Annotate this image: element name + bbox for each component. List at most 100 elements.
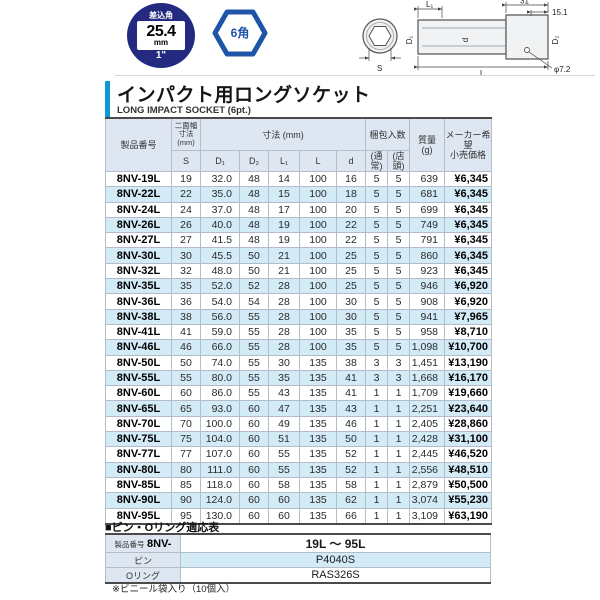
cell-pack-normal: 5 xyxy=(365,186,388,203)
cell-s: 32 xyxy=(171,262,201,280)
cell-l1: 28 xyxy=(268,339,300,356)
cell-d: 62 xyxy=(336,492,366,509)
cell-d: 30 xyxy=(336,293,366,310)
cell-weight: 923 xyxy=(409,262,446,280)
cell-d: 38 xyxy=(336,354,366,371)
cell-d2: 60 xyxy=(239,507,269,525)
cell-pack-normal: 1 xyxy=(365,507,388,525)
cell-model: 8NV-95L xyxy=(105,507,172,525)
cell-weight: 3,109 xyxy=(409,507,446,525)
cell-l: 135 xyxy=(299,354,337,371)
dim-label-d2: D₂ xyxy=(551,36,560,45)
title-accent-bar xyxy=(105,81,110,117)
table-row: 8NV-22L 22 35.0 48 15 100 18 5 5 681 ¥6,345 xyxy=(105,186,493,203)
cell-weight: 681 xyxy=(409,186,446,203)
compat-label-product-caption: 製品番号 xyxy=(114,539,145,549)
cell-model: 8NV-46L xyxy=(105,339,172,356)
cell-d2: 60 xyxy=(239,446,269,463)
cell-l1: 15 xyxy=(268,186,300,203)
cell-weight: 1,668 xyxy=(409,369,446,387)
cell-model: 8NV-30L xyxy=(105,247,172,264)
cell-d1: 100.0 xyxy=(200,415,240,433)
cell-pack-store: 5 xyxy=(386,262,411,280)
cell-d2: 52 xyxy=(239,278,269,295)
cell-l1: 49 xyxy=(268,415,300,433)
cell-weight: 699 xyxy=(409,201,446,218)
cell-s: 19 xyxy=(171,170,201,188)
table-row: 8NV-70L 70 100.0 60 49 135 46 1 1 2,405 ¥28,860 xyxy=(105,415,493,433)
cell-pack-normal: 1 xyxy=(365,431,388,448)
cell-l1: 55 xyxy=(268,446,300,463)
cell-l: 135 xyxy=(299,492,337,509)
cell-d2: 60 xyxy=(239,400,269,417)
cell-l: 100 xyxy=(299,262,337,280)
chamfer-circle xyxy=(367,23,394,50)
cell-d1: 130.0 xyxy=(200,507,240,525)
hex-point-badge: 6角 xyxy=(212,9,268,57)
cell-model: 8NV-60L xyxy=(105,385,172,402)
cell-s: 38 xyxy=(171,308,201,325)
cell-s: 75 xyxy=(171,431,201,448)
cell-s: 90 xyxy=(171,492,201,509)
col-subheader-pack-store: (店頭) xyxy=(386,150,411,172)
cell-model: 8NV-32L xyxy=(105,262,172,280)
cell-d2: 48 xyxy=(239,186,269,203)
cell-pack-normal: 1 xyxy=(365,385,388,402)
cell-s: 27 xyxy=(171,232,201,249)
col-header-dimensions: 寸法 (mm) xyxy=(200,117,366,151)
dim-label-l1: L₁ xyxy=(426,0,433,9)
cell-price: ¥31,100 xyxy=(444,431,493,448)
cell-l: 100 xyxy=(299,323,337,341)
col-subheader-d1: D₁ xyxy=(200,150,240,172)
cell-weight: 2,556 xyxy=(409,461,446,478)
pin-oring-table: 製品番号 8NV- 19L ～ 95L ピン P4040S Oリング RAS32… xyxy=(105,533,491,584)
cell-d2: 55 xyxy=(239,323,269,341)
table-row: 8NV-27L 27 41.5 48 19 100 22 5 5 791 ¥6,345 xyxy=(105,232,493,249)
cell-price: ¥6,345 xyxy=(444,232,493,249)
cell-weight: 860 xyxy=(409,247,446,264)
cell-s: 46 xyxy=(171,339,201,356)
table-row: 8NV-38L 38 56.0 55 28 100 30 5 5 941 ¥7,965 xyxy=(105,308,493,325)
cell-s: 30 xyxy=(171,247,201,264)
table-row: 8NV-90L 90 124.0 60 60 135 62 1 1 3,074 ¥55,230 xyxy=(105,492,493,509)
cell-pack-normal: 5 xyxy=(365,293,388,310)
cell-price: ¥28,860 xyxy=(444,415,493,433)
table-row: 8NV-65L 65 93.0 60 47 135 43 1 1 2,251 ¥23,640 xyxy=(105,400,493,417)
cell-pack-normal: 5 xyxy=(365,216,388,234)
cell-weight: 639 xyxy=(409,170,446,188)
table-row: 8NV-77L 77 107.0 60 55 135 52 1 1 2,445 ¥46,520 xyxy=(105,446,493,463)
page-subtitle: LONG IMPACT SOCKET (6pt.) xyxy=(117,105,251,116)
cell-pack-store: 1 xyxy=(386,385,411,402)
cell-pack-normal: 5 xyxy=(365,170,388,188)
cell-d: 50 xyxy=(336,431,366,448)
compat-section-title: ■ピン・Oリング適応表 xyxy=(105,522,220,534)
cell-price: ¥55,230 xyxy=(444,492,493,509)
cell-d2: 60 xyxy=(239,415,269,433)
cell-s: 85 xyxy=(171,476,201,494)
cell-l1: 60 xyxy=(268,492,300,509)
table-row: 8NV-85L 85 118.0 60 58 135 58 1 1 2,879 ¥50,500 xyxy=(105,476,493,494)
cell-price: ¥6,345 xyxy=(444,247,493,264)
cell-price: ¥50,500 xyxy=(444,476,493,494)
cell-model: 8NV-50L xyxy=(105,354,172,371)
cell-d: 52 xyxy=(336,446,366,463)
cell-l1: 43 xyxy=(268,385,300,402)
cell-l1: 21 xyxy=(268,262,300,280)
cell-d: 16 xyxy=(336,170,366,188)
cell-l: 100 xyxy=(299,170,337,188)
cell-pack-normal: 5 xyxy=(365,308,388,325)
table-row: 8NV-24L 24 37.0 48 17 100 20 5 5 699 ¥6,345 xyxy=(105,201,493,218)
cell-d1: 74.0 xyxy=(200,354,240,371)
cell-weight: 958 xyxy=(409,323,446,341)
cell-d1: 59.0 xyxy=(200,323,240,341)
table-row: 8NV-80L 80 111.0 60 55 135 52 1 1 2,556 ¥48,510 xyxy=(105,461,493,478)
cell-d: 25 xyxy=(336,262,366,280)
cell-pack-store: 5 xyxy=(386,201,411,218)
cell-pack-normal: 1 xyxy=(365,492,388,509)
cell-s: 26 xyxy=(171,216,201,234)
col-subheader-s: S xyxy=(171,150,201,172)
table-row: 8NV-32L 32 48.0 50 21 100 25 5 5 923 ¥6,345 xyxy=(105,262,493,280)
table-row: 8NV-55L 55 80.0 55 35 135 41 3 3 1,668 ¥16,170 xyxy=(105,369,493,387)
cell-d1: 107.0 xyxy=(200,446,240,463)
cell-d1: 93.0 xyxy=(200,400,240,417)
